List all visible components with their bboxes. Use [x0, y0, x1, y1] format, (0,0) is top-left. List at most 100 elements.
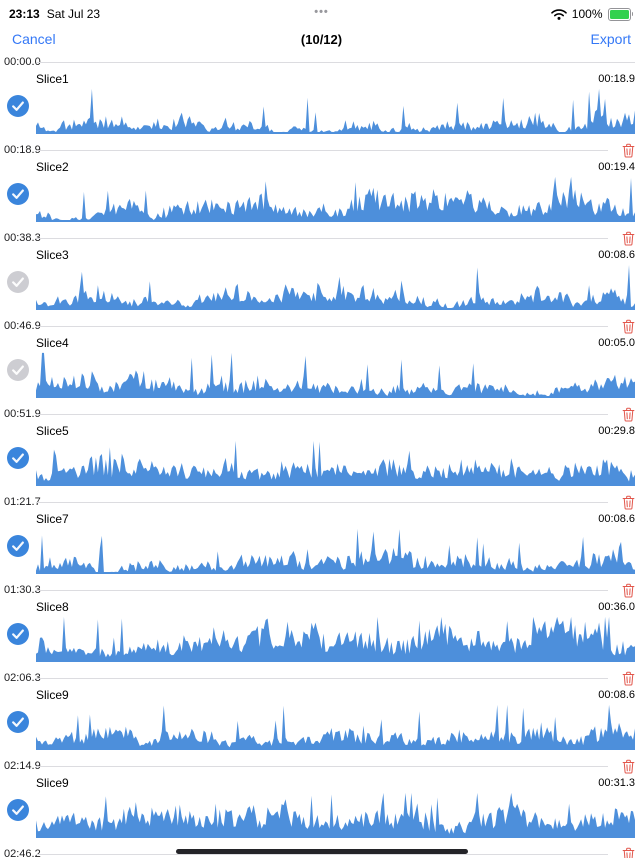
status-left: 23:13 Sat Jul 23 — [9, 7, 100, 21]
split-time-label: 00:00.0 — [4, 56, 41, 68]
checkbox-column — [0, 535, 36, 557]
checkbox-column — [0, 95, 36, 117]
waveform[interactable] — [36, 352, 635, 398]
waveform[interactable] — [36, 704, 635, 750]
checkbox-column — [0, 623, 36, 645]
split-time-label: 00:46.9 — [4, 320, 41, 332]
slice-duration: 00:05.0 — [598, 337, 635, 349]
slice-name: Slice9 — [36, 776, 69, 790]
divider — [36, 677, 608, 679]
checkbox-column — [0, 183, 36, 205]
cancel-button[interactable]: Cancel — [12, 31, 56, 47]
delete-split-button[interactable] — [608, 846, 635, 858]
delete-split-button[interactable] — [608, 758, 635, 774]
divider — [36, 413, 608, 415]
checkmark-icon — [12, 453, 24, 463]
divider — [36, 149, 608, 151]
slice-duration: 00:08.6 — [598, 513, 635, 525]
slice-body: Slice3 00:08.6 — [36, 246, 643, 318]
split-time-label: 01:21.7 — [4, 496, 41, 508]
slice-select-checkbox[interactable] — [7, 359, 29, 381]
split-time-label: 00:18.9 — [4, 144, 41, 156]
checkbox-column — [0, 799, 36, 821]
delete-split-button[interactable] — [608, 494, 635, 510]
nav-bar: Cancel (10/12) Export — [0, 26, 643, 52]
split-time-label: 01:30.3 — [4, 584, 41, 596]
slice-select-checkbox[interactable] — [7, 711, 29, 733]
slice-duration: 00:29.8 — [598, 425, 635, 437]
divider — [36, 237, 608, 239]
slice-body: Slice5 00:29.8 — [36, 422, 643, 494]
slice-select-checkbox[interactable] — [7, 447, 29, 469]
checkmark-icon — [12, 101, 24, 111]
delete-split-button[interactable] — [608, 230, 635, 246]
delete-split-button[interactable] — [608, 406, 635, 422]
export-button[interactable]: Export — [590, 31, 631, 47]
waveform[interactable] — [36, 264, 635, 310]
split-time-label: 02:46.2 — [4, 848, 41, 858]
checkmark-icon — [12, 277, 24, 287]
delete-split-button[interactable] — [608, 670, 635, 686]
slice-head: Slice8 00:36.0 — [36, 598, 635, 616]
split-marker-row: 00:00.0 — [0, 54, 643, 70]
trash-icon — [622, 847, 635, 858]
divider — [36, 589, 608, 591]
slice-row: Slice4 00:05.0 — [0, 334, 643, 406]
split-time-label: 02:06.3 — [4, 672, 41, 684]
slice-head: Slice7 00:08.6 — [36, 510, 635, 528]
slice-row: Slice9 00:31.3 — [0, 774, 643, 846]
slice-head: Slice5 00:29.8 — [36, 422, 635, 440]
slice-duration: 00:19.4 — [598, 161, 635, 173]
slice-row: Slice7 00:08.6 — [0, 510, 643, 582]
waveform[interactable] — [36, 176, 635, 222]
slice-name: Slice2 — [36, 160, 69, 174]
delete-split-button[interactable] — [608, 582, 635, 598]
slice-row: Slice9 00:08.6 — [0, 686, 643, 758]
slice-duration: 00:31.3 — [598, 777, 635, 789]
slice-name: Slice7 — [36, 512, 69, 526]
slice-row: Slice2 00:19.4 — [0, 158, 643, 230]
slice-select-checkbox[interactable] — [7, 535, 29, 557]
slice-select-checkbox[interactable] — [7, 799, 29, 821]
waveform[interactable] — [36, 440, 635, 486]
delete-split-button[interactable] — [608, 142, 635, 158]
slice-select-checkbox[interactable] — [7, 623, 29, 645]
wifi-icon — [550, 8, 567, 20]
battery-icon — [607, 7, 633, 21]
checkbox-column — [0, 447, 36, 469]
slice-head: Slice9 00:08.6 — [36, 686, 635, 704]
trash-icon — [622, 407, 635, 422]
slice-list[interactable]: 00:00.0 Slice1 00:18.9 00:18.9 Slice2 00:19.4… — [0, 52, 643, 858]
slice-duration: 00:18.9 — [598, 73, 635, 85]
waveform[interactable] — [36, 792, 635, 838]
slice-select-checkbox[interactable] — [7, 271, 29, 293]
slice-row: Slice3 00:08.6 — [0, 246, 643, 318]
waveform[interactable] — [36, 528, 635, 574]
slice-body: Slice9 00:08.6 — [36, 686, 643, 758]
checkbox-column — [0, 271, 36, 293]
status-right: 100% — [550, 7, 633, 21]
divider — [36, 61, 635, 63]
trash-icon — [622, 583, 635, 598]
trash-icon — [622, 319, 635, 334]
slice-select-checkbox[interactable] — [7, 183, 29, 205]
multitask-indicator[interactable]: ••• — [314, 6, 329, 18]
slice-body: Slice2 00:19.4 — [36, 158, 643, 230]
slice-name: Slice5 — [36, 424, 69, 438]
split-marker-row: 01:30.3 — [0, 582, 643, 598]
waveform[interactable] — [36, 616, 635, 662]
slice-head: Slice9 00:31.3 — [36, 774, 635, 792]
slice-duration: 00:08.6 — [598, 249, 635, 261]
checkmark-icon — [12, 541, 24, 551]
checkbox-column — [0, 711, 36, 733]
home-indicator[interactable] — [175, 849, 468, 854]
split-marker-row: 00:38.3 — [0, 230, 643, 246]
slice-row: Slice8 00:36.0 — [0, 598, 643, 670]
waveform[interactable] — [36, 88, 635, 134]
slice-select-checkbox[interactable] — [7, 95, 29, 117]
split-time-label: 00:38.3 — [4, 232, 41, 244]
delete-split-button[interactable] — [608, 318, 635, 334]
slice-row: Slice5 00:29.8 — [0, 422, 643, 494]
slice-body: Slice8 00:36.0 — [36, 598, 643, 670]
split-marker-row: 02:06.3 — [0, 670, 643, 686]
